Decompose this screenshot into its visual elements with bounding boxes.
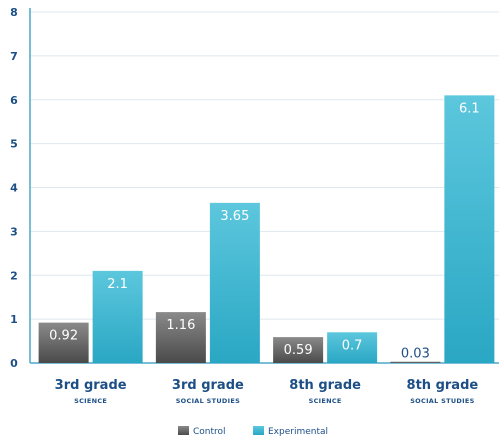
data-label-experimental-3: 6.1	[459, 101, 480, 116]
y-tick-label: 3	[10, 225, 18, 238]
y-tick-label: 0	[10, 357, 18, 370]
y-tick-label: 1	[10, 313, 18, 326]
x-axis-labels: 3rd grade SCIENCE 3rd grade SOCIAL STUDIES 8…	[55, 378, 479, 405]
y-tick-label: 4	[10, 182, 18, 195]
category-label-main: 8th grade	[407, 378, 479, 393]
y-tick-label: 7	[10, 50, 18, 63]
legend: Control Experimental	[178, 426, 328, 437]
bar-experimental-3	[444, 95, 495, 364]
legend-label-experimental: Experimental	[268, 427, 328, 437]
bars	[38, 95, 495, 364]
category-label-sub: SOCIAL STUDIES	[410, 397, 474, 405]
bar-control-3	[390, 361, 441, 363]
category-label-sub: SCIENCE	[309, 397, 342, 405]
data-label-control-2: 0.59	[284, 343, 313, 358]
data-label-experimental-0: 2.1	[107, 277, 128, 292]
bar-control-0	[38, 322, 89, 363]
legend-label-control: Control	[193, 427, 226, 437]
bar-experimental-2	[327, 332, 378, 363]
category-label-sub: SCIENCE	[74, 397, 107, 405]
y-tick-label: 6	[10, 94, 18, 107]
data-labels: 0.92 2.1 1.16 3.65 0.59 0.7 0.03 6.1	[49, 101, 480, 361]
y-tick-label: 2	[10, 269, 18, 282]
legend-swatch-control	[178, 426, 189, 435]
bar-control-2	[273, 337, 324, 363]
data-label-experimental-1: 3.65	[220, 209, 249, 224]
data-label-control-0: 0.92	[49, 329, 78, 344]
legend-swatch-experimental	[253, 426, 264, 435]
bar-experimental-1	[209, 202, 260, 363]
category-label-main: 3rd grade	[172, 378, 244, 393]
bar-control-1	[155, 312, 206, 363]
data-label-control-3: 0.03	[401, 347, 430, 362]
y-tick-label: 5	[10, 138, 18, 151]
bar-experimental-0	[92, 270, 143, 363]
category-label-sub: SOCIAL STUDIES	[176, 397, 240, 405]
category-label-main: 8th grade	[289, 378, 361, 393]
data-label-experimental-2: 0.7	[342, 338, 363, 353]
category-label-main: 3rd grade	[55, 378, 127, 393]
data-label-control-1: 1.16	[166, 318, 195, 333]
y-tick-label: 8	[10, 6, 18, 19]
